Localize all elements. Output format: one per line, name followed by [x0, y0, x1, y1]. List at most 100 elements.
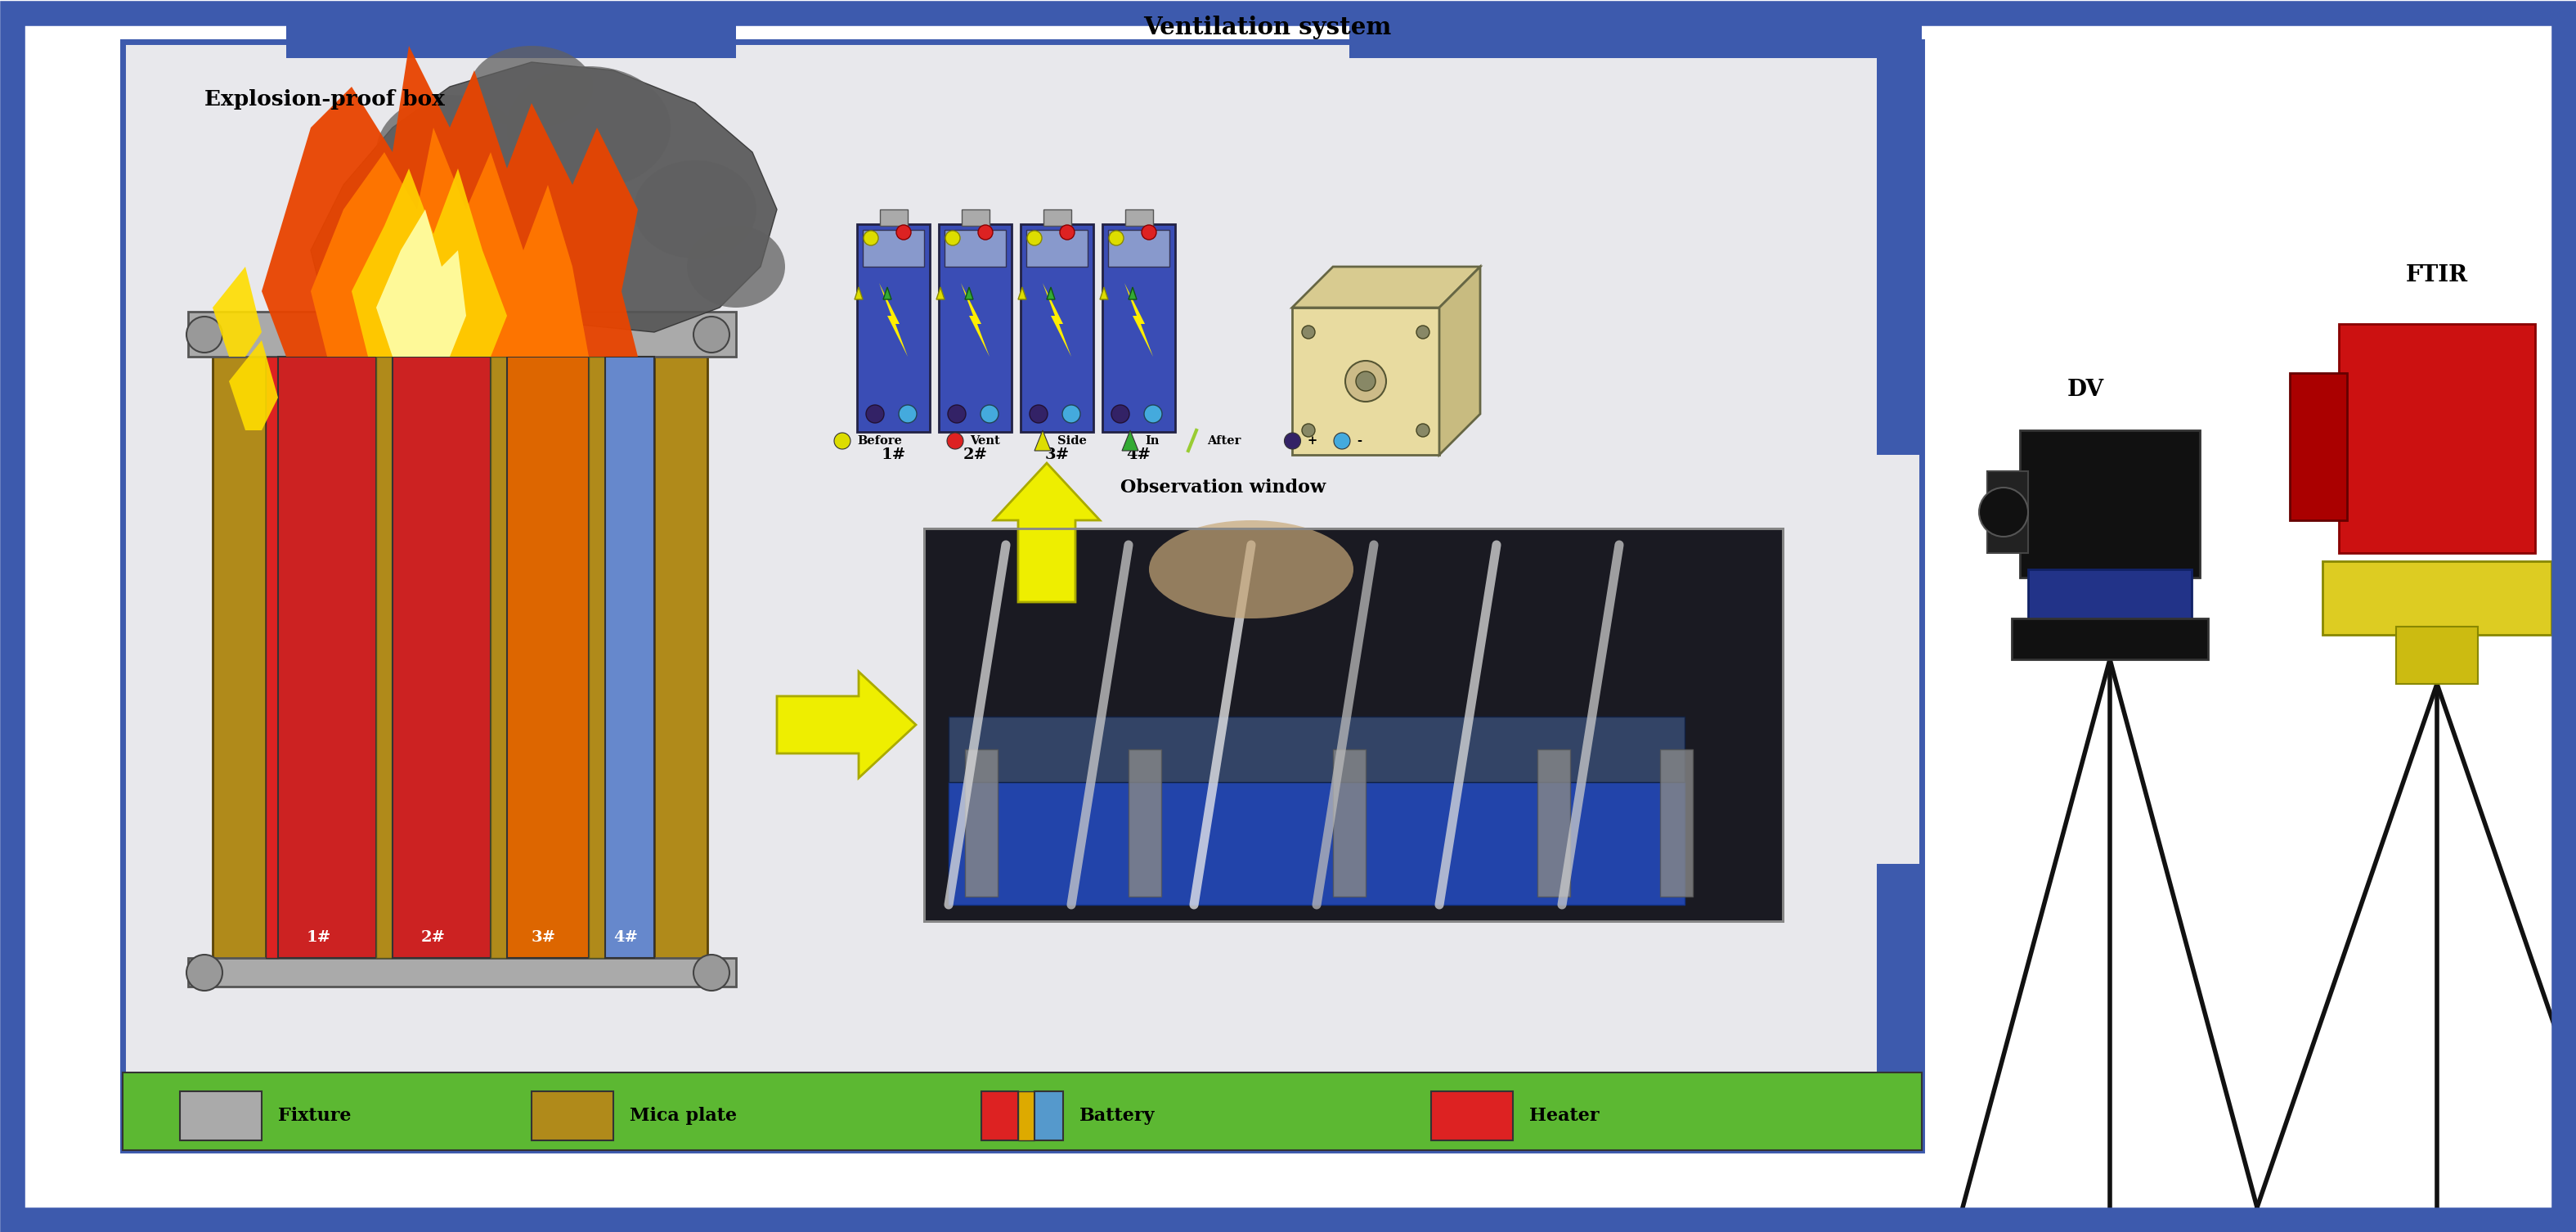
- Circle shape: [185, 317, 222, 352]
- Polygon shape: [1440, 266, 1481, 455]
- Polygon shape: [961, 283, 989, 357]
- Bar: [188, 958, 737, 987]
- Text: Before: Before: [858, 435, 902, 447]
- Circle shape: [1110, 405, 1128, 423]
- Bar: [392, 357, 489, 958]
- Polygon shape: [353, 169, 507, 357]
- Text: Side: Side: [1056, 435, 1087, 447]
- Bar: [1659, 749, 1692, 897]
- Bar: [1538, 749, 1571, 897]
- Text: DV: DV: [2066, 378, 2105, 400]
- Circle shape: [1417, 424, 1430, 437]
- Bar: [2290, 373, 2347, 520]
- FancyBboxPatch shape: [1103, 224, 1175, 432]
- Bar: [2339, 324, 2535, 553]
- Circle shape: [1417, 325, 1430, 339]
- Bar: [124, 42, 1922, 1151]
- Polygon shape: [1293, 266, 1481, 308]
- Text: +: +: [1306, 435, 1316, 447]
- Polygon shape: [1126, 283, 1154, 357]
- Bar: [1018, 1092, 1036, 1141]
- FancyBboxPatch shape: [858, 224, 930, 432]
- Circle shape: [981, 405, 999, 423]
- Bar: [489, 357, 507, 958]
- Bar: [961, 209, 989, 225]
- Polygon shape: [1293, 308, 1440, 455]
- Circle shape: [896, 225, 912, 240]
- Ellipse shape: [471, 46, 592, 128]
- Text: Heater: Heater: [1530, 1106, 1600, 1125]
- Ellipse shape: [343, 169, 440, 250]
- Text: 4#: 4#: [1126, 447, 1151, 462]
- Circle shape: [866, 405, 884, 423]
- Bar: [605, 357, 654, 958]
- Bar: [180, 1092, 263, 1141]
- Circle shape: [1301, 424, 1314, 437]
- Bar: [981, 1092, 1018, 1141]
- Bar: [1128, 749, 1162, 897]
- Text: After: After: [1208, 435, 1242, 447]
- Text: 3#: 3#: [1046, 447, 1069, 462]
- Polygon shape: [229, 340, 278, 430]
- Ellipse shape: [376, 95, 523, 209]
- Bar: [188, 312, 737, 357]
- Circle shape: [1301, 325, 1314, 339]
- Ellipse shape: [1149, 520, 1352, 618]
- Polygon shape: [263, 46, 639, 357]
- Bar: [1878, 46, 1922, 455]
- FancyBboxPatch shape: [1020, 224, 1092, 432]
- Bar: [1043, 209, 1072, 225]
- Bar: [2020, 430, 2200, 578]
- Circle shape: [1059, 225, 1074, 240]
- Circle shape: [1144, 405, 1162, 423]
- Circle shape: [1141, 225, 1157, 240]
- Text: 1#: 1#: [307, 930, 332, 945]
- Polygon shape: [878, 283, 907, 357]
- FancyBboxPatch shape: [938, 224, 1012, 432]
- Circle shape: [1061, 405, 1079, 423]
- Bar: [2027, 569, 2192, 627]
- Polygon shape: [214, 266, 263, 357]
- Bar: [1432, 1092, 1512, 1141]
- Circle shape: [1285, 432, 1301, 450]
- Bar: [590, 357, 605, 958]
- Bar: [945, 230, 1005, 266]
- Bar: [376, 357, 392, 958]
- Circle shape: [899, 405, 917, 423]
- Circle shape: [1108, 230, 1123, 245]
- Circle shape: [693, 317, 729, 352]
- Polygon shape: [935, 287, 945, 299]
- Polygon shape: [994, 463, 1100, 602]
- Text: Vent: Vent: [971, 435, 999, 447]
- Polygon shape: [778, 671, 917, 777]
- Text: 3#: 3#: [531, 930, 556, 945]
- Polygon shape: [966, 287, 974, 299]
- Bar: [1036, 1092, 1064, 1141]
- Polygon shape: [1046, 287, 1056, 299]
- Text: In: In: [1144, 435, 1159, 447]
- Bar: [948, 782, 1685, 904]
- Bar: [286, 14, 737, 58]
- Bar: [1332, 749, 1365, 897]
- Bar: [1878, 864, 1922, 1151]
- Bar: [507, 357, 590, 958]
- Circle shape: [1334, 432, 1350, 450]
- Bar: [531, 1092, 613, 1141]
- Polygon shape: [376, 209, 466, 357]
- Bar: [966, 749, 997, 897]
- Text: FTIR: FTIR: [2406, 264, 2468, 286]
- Circle shape: [945, 230, 961, 245]
- Circle shape: [1028, 230, 1041, 245]
- Polygon shape: [1128, 287, 1136, 299]
- Bar: [1350, 14, 1922, 58]
- Bar: [2012, 618, 2208, 659]
- Circle shape: [1355, 371, 1376, 391]
- Polygon shape: [312, 62, 778, 333]
- Circle shape: [693, 955, 729, 991]
- Bar: [265, 357, 278, 958]
- Bar: [948, 717, 1685, 782]
- Text: Battery: Battery: [1079, 1106, 1154, 1125]
- Ellipse shape: [634, 160, 757, 259]
- Bar: [278, 357, 376, 958]
- Text: Explosion-proof box: Explosion-proof box: [204, 89, 446, 110]
